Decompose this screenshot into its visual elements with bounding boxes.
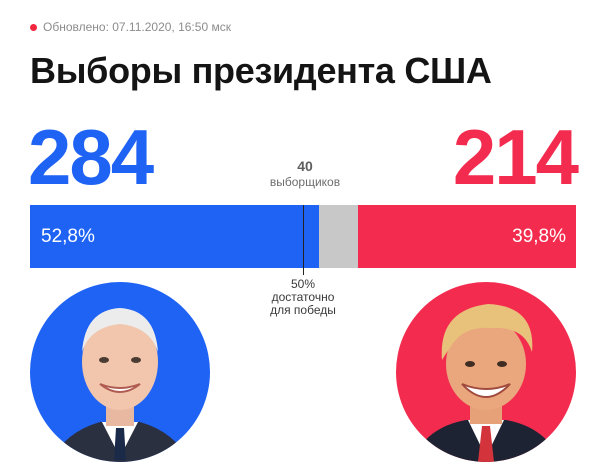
right-electors-count: 214 [452, 113, 579, 201]
update-status: Обновлено: 07.11.2020, 16:50 мск [30, 20, 231, 34]
updated-timestamp: Обновлено: 07.11.2020, 16:50 мск [43, 20, 231, 34]
right-percent-label: 39,8% [512, 225, 566, 247]
results-bar: 52,8% 39,8% [30, 205, 576, 268]
page-title: Выборы президента США [30, 50, 492, 91]
threshold-text-line1: достаточно [271, 290, 335, 304]
threshold-text-line2: для победы [270, 303, 336, 317]
right-candidate-avatar [396, 282, 576, 462]
remaining-electors-value: 40 [297, 158, 313, 174]
left-result-segment: 52,8% [30, 205, 319, 268]
left-candidate-avatar [30, 282, 210, 462]
remaining-electors: 40 выборщиков [240, 158, 370, 189]
live-dot-icon [30, 23, 37, 31]
remaining-electors-label: выборщиков [269, 175, 341, 189]
candidate-portrait-icon [411, 304, 561, 462]
threshold-line [303, 205, 304, 275]
right-result-segment: 39,8% [358, 205, 576, 268]
remaining-segment [319, 205, 358, 268]
threshold-value: 50% [290, 277, 316, 291]
left-percent-label: 52,8% [41, 225, 95, 247]
threshold-label: 50% достаточно для победы [243, 278, 363, 317]
candidate-portrait-icon [50, 308, 190, 462]
left-electors-count: 284 [28, 113, 154, 201]
